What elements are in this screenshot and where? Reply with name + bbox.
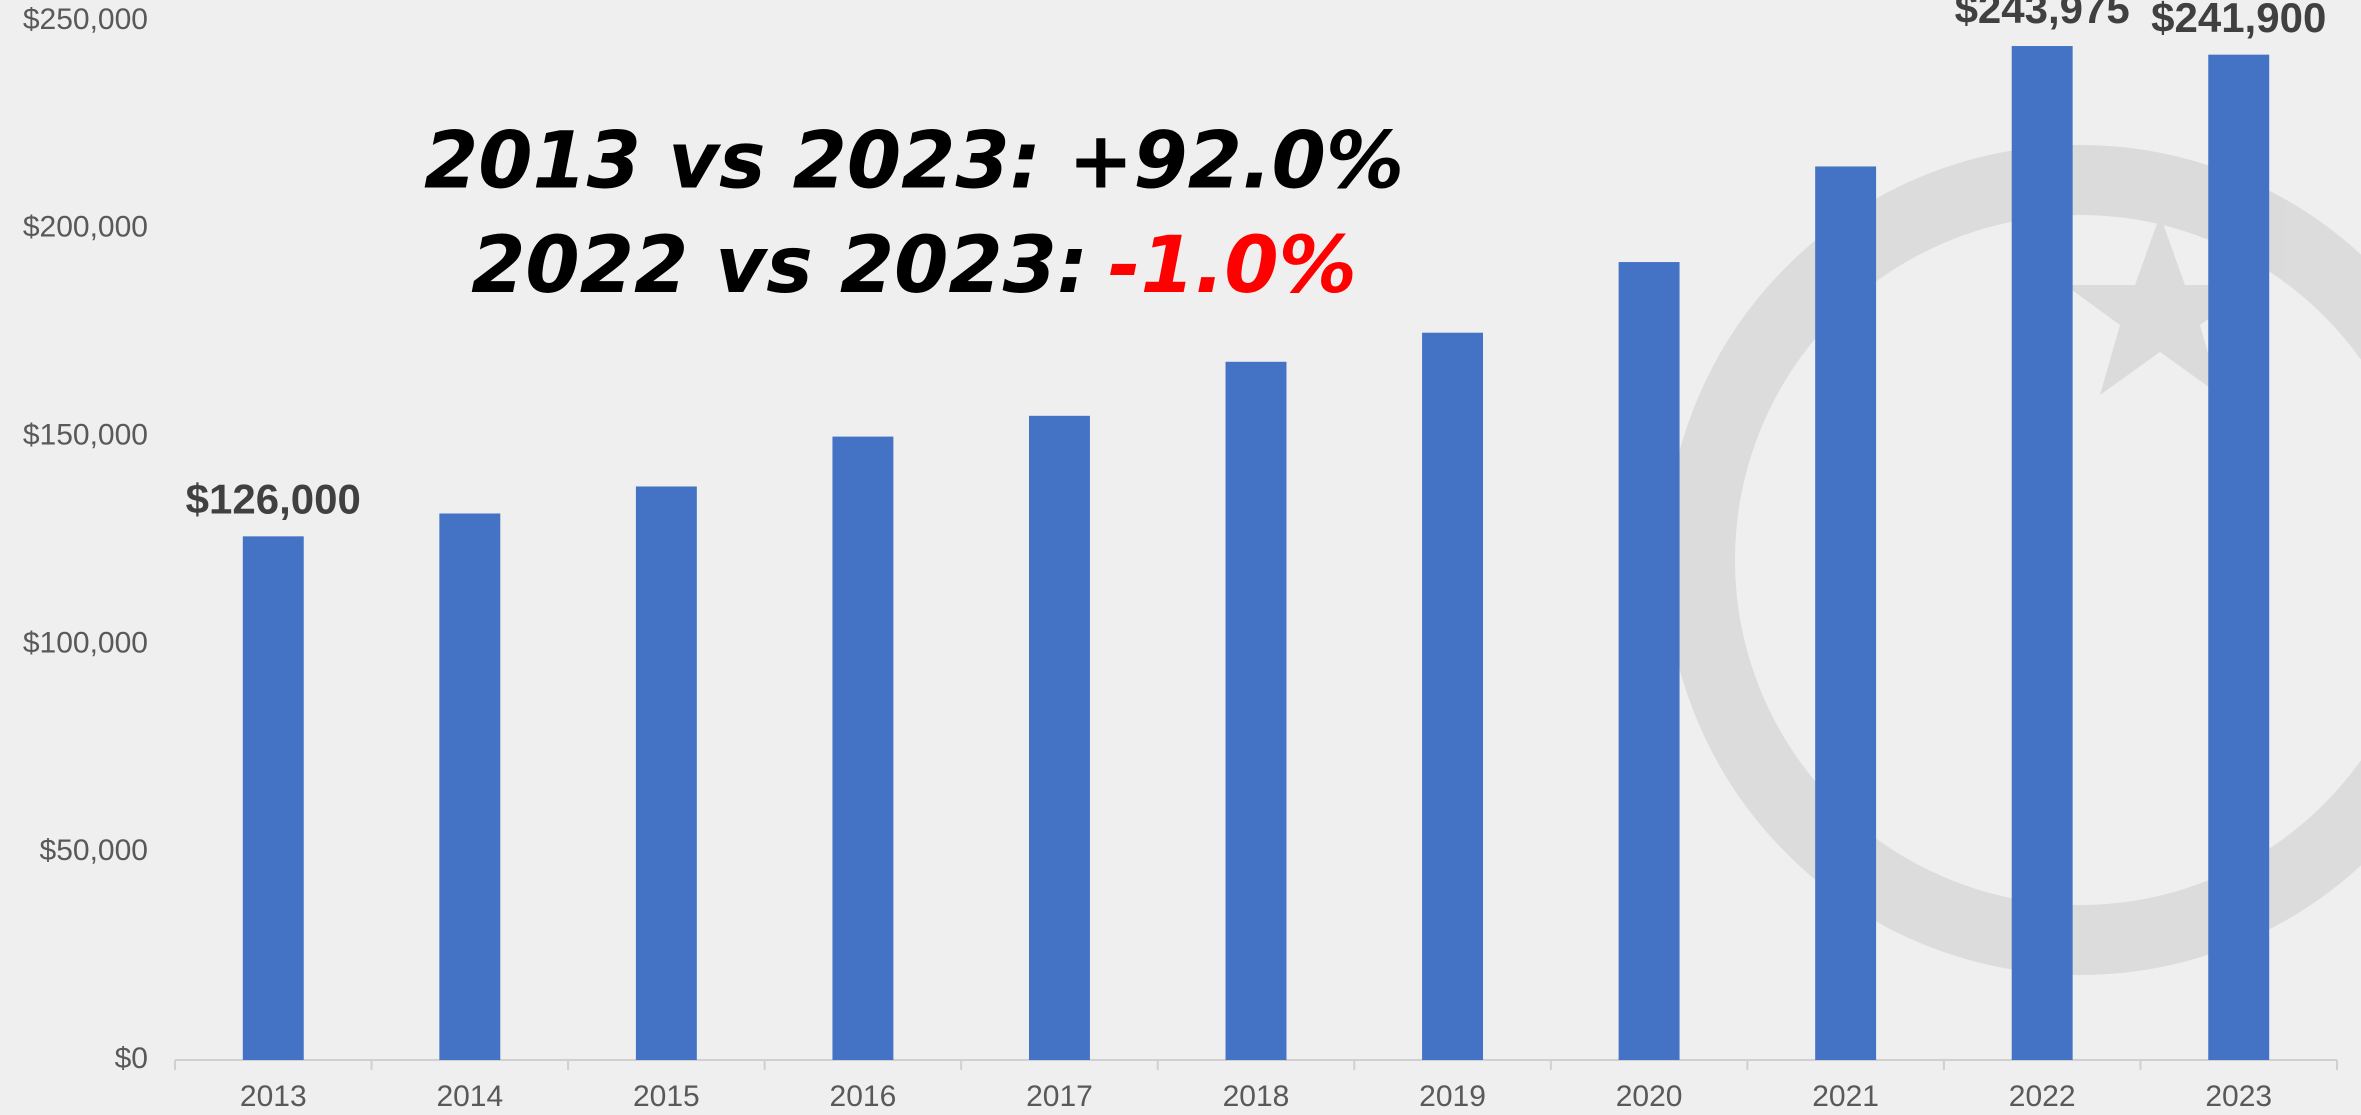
x-tick-label: 2019 <box>1419 1080 1486 1113</box>
y-tick-label: $250,000 <box>23 3 148 36</box>
y-tick-label: $100,000 <box>23 626 148 659</box>
data-label: $243,975 <box>1955 0 2130 32</box>
bar <box>242 536 304 1060</box>
bar <box>439 513 501 1060</box>
y-tick-label: $0 <box>115 1042 148 1075</box>
y-tick-label: $200,000 <box>23 211 148 244</box>
background-logo <box>1665 145 2361 975</box>
bar <box>2011 46 2073 1060</box>
bar <box>2208 54 2270 1061</box>
bar <box>1225 361 1287 1060</box>
x-tick-label: 2018 <box>1223 1080 1290 1113</box>
x-tick-label: 2020 <box>1616 1080 1683 1113</box>
x-tick-label: 2022 <box>2009 1080 2076 1113</box>
bar <box>1028 415 1090 1060</box>
annotation-part: 2022 vs 2023: <box>471 221 1088 311</box>
x-tick-label: 2015 <box>633 1080 700 1113</box>
x-tick-label: 2014 <box>436 1080 503 1113</box>
y-tick-label: $150,000 <box>23 419 148 452</box>
x-tick-label: 2021 <box>1812 1080 1879 1113</box>
x-tick-label: 2023 <box>2205 1080 2272 1113</box>
bar <box>832 436 894 1061</box>
bar <box>1618 262 1680 1061</box>
y-tick-label: $50,000 <box>40 834 148 867</box>
x-tick-label: 2017 <box>1026 1080 1093 1113</box>
bar <box>635 486 697 1060</box>
x-tick-label: 2016 <box>830 1080 897 1113</box>
bar <box>1422 332 1484 1060</box>
x-tick-label: 2013 <box>240 1080 307 1113</box>
bar <box>1815 166 1877 1060</box>
data-label: $241,900 <box>2151 0 2326 41</box>
annotation: 2013 vs 2023: +92.0% <box>424 116 1404 206</box>
annotation: 2022 vs 2023: -1.0% <box>471 221 1357 311</box>
annotation-part: -1.0% <box>1108 221 1357 311</box>
data-label: $126,000 <box>186 475 361 522</box>
